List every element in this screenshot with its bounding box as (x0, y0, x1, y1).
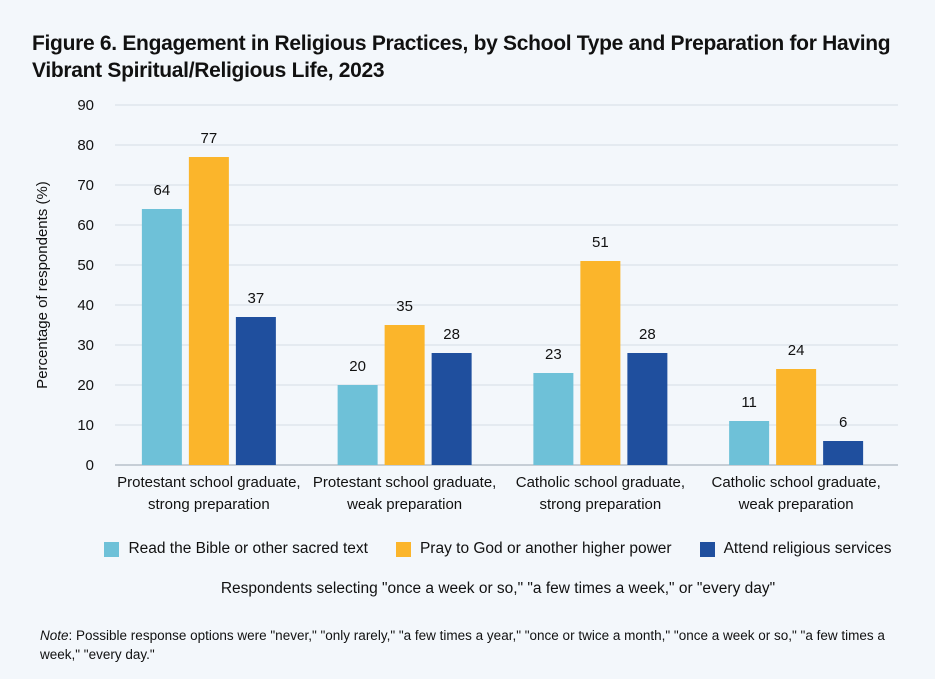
data-label-s2-c3: 6 (839, 414, 847, 431)
legend-swatch-read (104, 541, 120, 557)
data-label-s0-c3: 11 (741, 394, 757, 411)
bar-s1-c2 (580, 261, 621, 465)
bar-s1-c3 (776, 369, 817, 465)
chart-legend: Read the Bible or other sacred text Pray… (88, 540, 908, 558)
legend-item-read: Read the Bible or other sacred text (104, 540, 368, 558)
data-label-s0-c1: 20 (349, 358, 366, 375)
x-tick-label-c0-l1: strong preparation (148, 496, 270, 513)
footnote: Note: Possible response options were "ne… (40, 626, 900, 664)
y-tick-label-80: 80 (77, 137, 94, 154)
bar-s0-c1 (337, 385, 378, 465)
data-label-s1-c1: 35 (396, 298, 413, 315)
bar-s0-c0 (141, 209, 182, 465)
legend-label-pray: Pray to God or another higher power (419, 540, 672, 557)
data-label-s1-c0: 77 (201, 130, 218, 147)
y-axis-title: Percentage of respondents (%) (34, 181, 51, 389)
y-tick-label-20: 20 (77, 377, 94, 394)
legend-label-attend: Attend religious services (723, 540, 892, 557)
legend-swatch-pray (395, 541, 411, 557)
bar-s0-c3 (729, 421, 770, 465)
y-tick-label-50: 50 (77, 257, 94, 274)
bar-s1-c0 (188, 157, 229, 465)
footnote-label: Note (40, 628, 69, 643)
y-tick-label-0: 0 (86, 457, 94, 474)
data-label-s1-c2: 51 (592, 234, 609, 251)
x-tick-label-c3-l0: Catholic school graduate, (711, 474, 880, 491)
data-label-s2-c1: 28 (443, 326, 460, 343)
legend-item-attend: Attend religious services (699, 540, 892, 558)
bar-chart: 0 10 20 30 40 50 60 70 80 90 Percentage of respond… (34, 97, 898, 513)
y-tick-label-70: 70 (77, 177, 94, 194)
bar-s2-c3 (823, 441, 864, 465)
x-tick-label-c2-l1: strong preparation (540, 496, 662, 513)
legend-swatch-attend (699, 541, 715, 557)
bar-s2-c2 (627, 353, 668, 465)
legend-label-read: Read the Bible or other sacred text (128, 540, 368, 557)
respondents-note: Respondents selecting "once a week or so… (220, 580, 776, 597)
footnote-text: : Possible response options were "never,… (40, 628, 885, 662)
data-label-s1-c3: 24 (788, 342, 805, 359)
y-tick-label-90: 90 (77, 97, 94, 114)
legend-item-pray: Pray to God or another higher power (395, 540, 672, 558)
data-label-s0-c2: 23 (545, 346, 562, 363)
x-tick-label-c1-l1: weak preparation (346, 496, 462, 513)
chart-title: Figure 6. Engagement in Religious Practi… (32, 32, 891, 82)
bar-s2-c1 (431, 353, 472, 465)
bar-s1-c1 (384, 325, 425, 465)
y-tick-label-40: 40 (77, 297, 94, 314)
data-label-s0-c0: 64 (154, 182, 171, 199)
y-tick-label-10: 10 (77, 417, 94, 434)
data-label-s2-c2: 28 (639, 326, 656, 343)
bar-s0-c2 (533, 373, 574, 465)
bar-s2-c0 (235, 317, 276, 465)
y-tick-label-60: 60 (77, 217, 94, 234)
x-tick-label-c2-l0: Catholic school graduate, (516, 474, 685, 491)
data-label-s2-c0: 37 (248, 290, 265, 307)
x-tick-label-c3-l1: weak preparation (738, 496, 854, 513)
x-tick-label-c1-l0: Protestant school graduate, (313, 474, 496, 491)
y-tick-label-30: 30 (77, 337, 94, 354)
x-tick-label-c0-l0: Protestant school graduate, (117, 474, 300, 491)
